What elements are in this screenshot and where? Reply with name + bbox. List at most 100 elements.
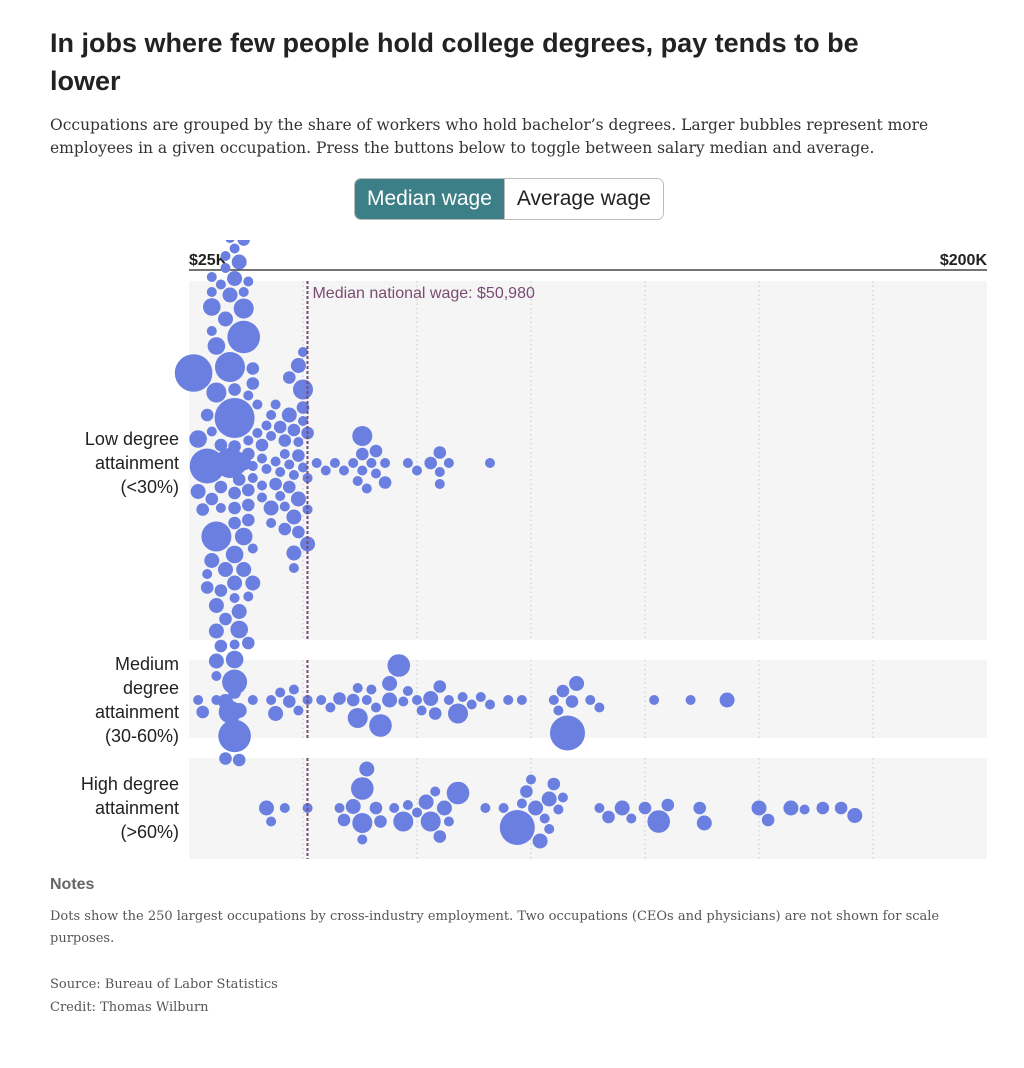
occupation-dot — [298, 347, 308, 357]
occupation-dot — [211, 695, 222, 705]
occupation-dot — [352, 683, 363, 693]
occupation-dot — [246, 362, 260, 375]
occupation-dot — [443, 695, 454, 705]
row-label: (<30%) — [120, 477, 179, 497]
occupation-dot — [434, 467, 445, 477]
occupation-dot — [369, 444, 383, 458]
occupation-dot — [345, 799, 361, 814]
occupation-dot — [266, 518, 277, 528]
occupation-dot — [259, 800, 274, 816]
occupation-dot — [233, 298, 254, 319]
occupation-dot — [520, 785, 533, 798]
occupation-dot — [352, 426, 373, 446]
occupation-dot — [220, 251, 231, 261]
occupation-dot — [174, 354, 213, 392]
occupation-dot — [553, 705, 564, 716]
occupation-dot — [231, 254, 247, 270]
occupation-dot — [286, 509, 302, 525]
occupation-dot — [799, 804, 810, 815]
occupation-dot — [247, 543, 258, 554]
occupation-dot — [516, 695, 527, 705]
occupation-dot — [382, 692, 398, 708]
occupation-dot — [416, 705, 427, 716]
occupation-dot — [783, 800, 799, 816]
occupation-dot — [369, 801, 383, 815]
occupation-dot — [270, 456, 281, 467]
occupation-dot — [227, 575, 243, 591]
occupation-dot — [293, 379, 313, 400]
occupation-dot — [528, 800, 544, 816]
occupation-dot — [412, 695, 422, 705]
occupation-dot — [203, 298, 221, 316]
occupation-dot — [329, 458, 340, 468]
occupation-dot — [266, 410, 277, 420]
occupation-dot — [532, 833, 548, 849]
occupation-dot — [696, 815, 712, 831]
occupation-dot — [498, 803, 509, 813]
occupation-dot — [214, 639, 228, 653]
occupation-dot — [337, 813, 351, 827]
occupation-dot — [412, 807, 422, 818]
occupation-dot — [214, 480, 228, 494]
occupation-dot — [242, 483, 255, 497]
occupation-dot — [565, 695, 579, 708]
occupation-dot — [290, 491, 306, 507]
occupation-dot — [202, 569, 213, 579]
occupation-dot — [286, 545, 302, 561]
occupation-dot — [719, 692, 735, 708]
chart-title: In jobs where few people hold college de… — [50, 28, 859, 96]
occupation-dot — [553, 804, 564, 815]
occupation-dot — [214, 398, 255, 438]
occupation-dot — [547, 777, 561, 791]
occupation-dot — [243, 435, 254, 446]
occupation-dot — [222, 287, 238, 303]
occupation-dot — [420, 811, 441, 832]
occupation-dot — [325, 702, 336, 713]
occupation-dot — [428, 707, 442, 720]
occupation-dot — [283, 371, 296, 384]
occupation-dot — [356, 447, 369, 461]
occupation-dot — [389, 803, 400, 813]
occupation-dot — [434, 479, 445, 489]
occupation-dot — [457, 692, 468, 702]
occupation-dot — [548, 695, 559, 705]
occupation-dot — [200, 581, 214, 594]
occupation-dot — [638, 801, 652, 815]
occupation-dot — [288, 470, 299, 480]
occupation-dot — [230, 620, 248, 639]
average-wage-button[interactable]: Average wage — [503, 179, 663, 219]
occupation-dot — [189, 430, 207, 448]
occupation-dot — [359, 761, 375, 777]
occupation-dot — [275, 491, 286, 501]
occupation-dot — [402, 686, 413, 696]
occupation-dot — [228, 686, 241, 699]
occupation-dot — [228, 516, 241, 530]
occupation-dot — [266, 816, 277, 827]
occupation-dot — [433, 446, 447, 459]
source-line: Source: Bureau of Labor Statistics — [50, 977, 278, 992]
occupation-dot — [214, 584, 228, 597]
occupation-dot — [218, 562, 233, 577]
occupation-dot — [348, 458, 359, 468]
occupation-dot — [311, 458, 322, 468]
occupation-dot — [371, 468, 381, 479]
occupation-dot — [257, 453, 267, 464]
occupation-dot — [245, 575, 261, 591]
occupation-dot — [649, 695, 660, 705]
occupation-dot — [247, 695, 258, 705]
occupation-dot — [480, 803, 491, 813]
occupation-dot — [227, 271, 243, 286]
occupation-dot — [685, 695, 696, 705]
occupation-dot — [288, 684, 299, 695]
occupation-dot — [229, 458, 240, 468]
median-wage-button[interactable]: Median wage — [355, 179, 504, 219]
occupation-dot — [302, 504, 313, 515]
occupation-dot — [229, 593, 240, 603]
occupation-dot — [556, 684, 570, 698]
occupation-dot — [293, 705, 304, 716]
occupation-dot — [227, 320, 260, 354]
occupation-dot — [361, 695, 372, 705]
occupation-dot — [602, 810, 615, 824]
occupation-dot — [387, 654, 411, 677]
occupation-dot — [320, 465, 331, 476]
